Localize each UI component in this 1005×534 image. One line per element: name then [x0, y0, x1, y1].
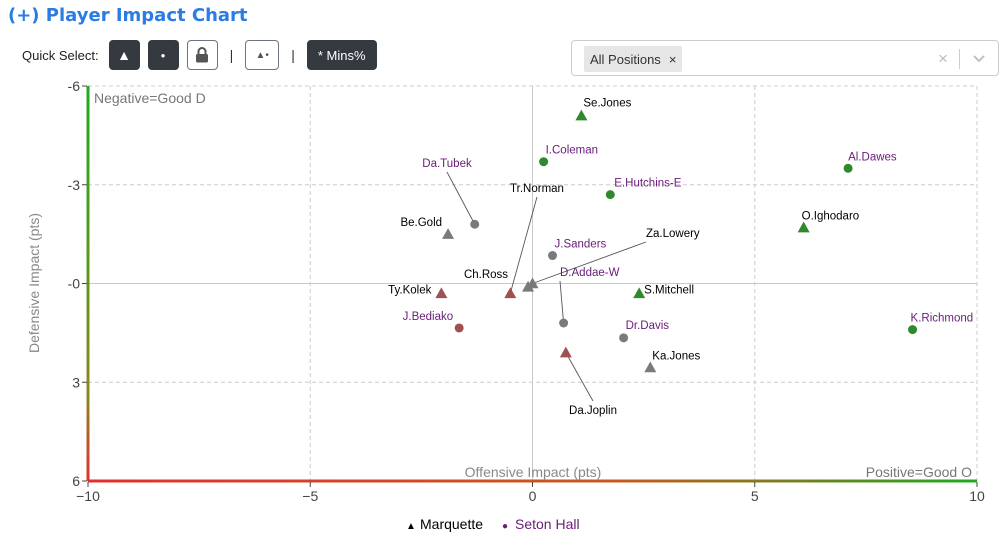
y-tick-label: -6 — [68, 78, 81, 94]
marker-d-addae-w — [559, 318, 569, 328]
separator: | — [229, 47, 234, 63]
mins-percent-button[interactable]: * Mins% — [306, 40, 377, 70]
marker-al-dawes — [843, 163, 853, 173]
marker-tr-norman — [504, 287, 517, 299]
position-chip-label: All Positions — [590, 51, 661, 67]
legend-seton-hall-symbol: ● — [502, 521, 508, 532]
label-dr-davis: Dr.Davis — [626, 320, 670, 332]
triangle-dot-filter-button[interactable]: ▲• — [245, 40, 280, 70]
dot-icon: ● — [160, 50, 166, 60]
label-da-tubek: Da.Tubek — [422, 158, 472, 170]
mins-percent-label: * Mins% — [317, 47, 366, 63]
marker-da-joplin — [559, 346, 572, 358]
marker-da-tubek — [470, 219, 480, 229]
y-axis-line — [86, 86, 90, 481]
y-axis-label: Defensive Impact (pts) — [26, 213, 42, 353]
lock-button[interactable] — [186, 40, 218, 70]
marker-dr-davis — [619, 333, 629, 343]
label-ka-jones: Ka.Jones — [652, 350, 700, 362]
separator: | — [291, 47, 295, 63]
label-ch-ross: Ch.Ross — [464, 269, 508, 281]
marker-ty-kolek — [435, 287, 448, 299]
legend-seton-hall: Seton Hall — [515, 516, 580, 532]
marker-j-bediako — [454, 323, 464, 333]
marker-s-mitchell — [633, 287, 646, 299]
leader-line-da-joplin — [565, 352, 594, 402]
leader-line-da-tubek — [446, 171, 476, 225]
label-be-gold: Be.Gold — [400, 217, 442, 229]
marker-ch-ross — [522, 280, 535, 292]
x-tick-label: 0 — [529, 488, 537, 504]
y-tick-label: 3 — [72, 374, 80, 390]
triangle-filter-button[interactable]: ▲ — [108, 40, 140, 70]
x-tick-label: 5 — [751, 488, 759, 504]
label-tr-norman: Tr.Norman — [510, 183, 564, 195]
marker-o-ighodaro — [797, 221, 810, 233]
label-d-addae-w: D.Addae-W — [560, 267, 620, 279]
position-chip: All Positions × — [584, 46, 683, 72]
label-da-joplin: Da.Joplin — [569, 405, 617, 417]
label-e-hutchins-e: E.Hutchins-E — [614, 178, 681, 190]
label-k-richmond: K.Richmond — [911, 313, 974, 325]
x-tick-label: −5 — [302, 488, 318, 504]
label-j-bediako: J.Bediako — [403, 311, 454, 323]
marker-ka-jones — [644, 361, 657, 373]
y-tick-label: -0 — [68, 276, 81, 292]
leader-line-tr-norman — [509, 196, 538, 294]
x-axis-label: Offensive Impact (pts) — [465, 464, 602, 480]
y-tick-label: -3 — [68, 177, 81, 193]
triangle-icon: ▲ — [117, 47, 132, 63]
legend-marquette-symbol: ▲ — [406, 521, 416, 532]
marker-j-sanders — [548, 251, 558, 261]
legend-marquette: Marquette — [420, 516, 483, 532]
label-s-mitchell: S.Mitchell — [644, 284, 694, 296]
leader-line-za-lowery — [532, 241, 647, 284]
marker-be-gold — [442, 228, 455, 239]
chip-remove-icon[interactable]: × — [668, 51, 677, 67]
marker-k-richmond — [908, 325, 918, 335]
lock-icon — [196, 47, 209, 63]
clear-icon[interactable]: × — [938, 49, 948, 68]
marker-se-jones — [575, 109, 588, 121]
label-j-sanders: J.Sanders — [555, 239, 607, 251]
dot-filter-button[interactable]: ● — [147, 40, 179, 70]
marker-za-lowery — [526, 277, 539, 289]
select-divider — [959, 49, 960, 69]
position-filter-select[interactable]: All Positions × × — [571, 40, 999, 76]
quick-select-label: Quick Select: — [22, 47, 99, 63]
leader-line-d-addae-w — [559, 280, 565, 324]
triangle-dot-icon: ▲• — [255, 49, 269, 61]
page-title[interactable]: (+) Player Impact Chart — [8, 5, 248, 26]
x-tick-label: −10 — [76, 488, 100, 504]
label-ty-kolek: Ty.Kolek — [388, 284, 431, 296]
label-za-lowery: Za.Lowery — [646, 228, 700, 240]
quick-select-bar: Quick Select: ▲ ● | ▲• | * Mins% — [22, 40, 377, 70]
label-i-coleman: I.Coleman — [546, 145, 598, 157]
y-tick-label: 6 — [72, 473, 80, 489]
label-al-dawes: Al.Dawes — [848, 151, 897, 163]
marker-i-coleman — [539, 157, 549, 167]
chevron-down-icon[interactable] — [972, 51, 986, 65]
marker-e-hutchins-e — [605, 190, 615, 200]
x-tick-label: 10 — [969, 488, 985, 504]
annotation-bottom-right: Positive=Good O — [866, 464, 972, 480]
label-o-ighodaro: O.Ighodaro — [802, 211, 860, 223]
label-se-jones: Se.Jones — [583, 98, 631, 110]
annotation-top-left: Negative=Good D — [94, 90, 206, 106]
x-axis-line — [88, 479, 977, 483]
